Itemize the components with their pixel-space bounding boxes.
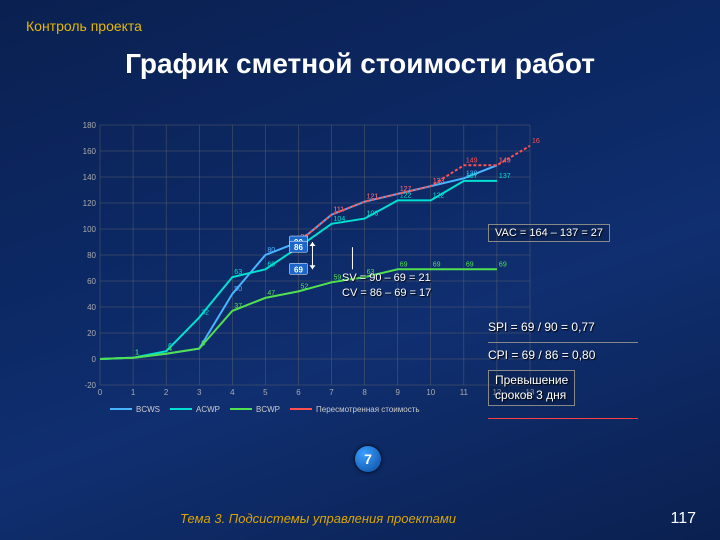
svg-text:1: 1 [135,350,139,357]
svg-text:63: 63 [234,269,242,276]
spi-text: SPI = 69 / 90 = 0,77 [488,320,595,334]
svg-text:11: 11 [460,388,469,397]
svg-text:104: 104 [334,216,346,223]
svg-text:-20: -20 [84,381,96,390]
svg-text:69: 69 [267,261,275,268]
svg-text:10: 10 [426,388,435,397]
footer-page: 117 [670,510,696,528]
svg-text:20: 20 [87,329,96,338]
svg-text:5: 5 [263,388,268,397]
svg-text:140: 140 [83,173,97,182]
svg-text:69: 69 [499,261,507,268]
svg-text:127: 127 [400,186,412,193]
svg-text:BCWP: BCWP [256,405,280,414]
svg-text:69: 69 [433,261,441,268]
step-badge: 7 [355,446,381,472]
slide: { "breadcrumb": "Контроль проекта", "tit… [0,0,720,540]
svg-text:86: 86 [294,243,303,252]
cpi-text: CPI = 69 / 86 = 0,80 [488,348,595,362]
svg-text:108: 108 [367,211,379,218]
svg-text:133: 133 [433,178,445,185]
svg-text:137: 137 [499,173,511,180]
svg-text:2: 2 [164,388,169,397]
svg-text:7: 7 [329,388,334,397]
svg-text:111: 111 [334,207,345,214]
svg-text:120: 120 [83,199,97,208]
svg-text:50: 50 [234,286,242,293]
svg-text:80: 80 [267,247,275,254]
svg-text:80: 80 [87,251,96,260]
svg-text:8: 8 [362,388,367,397]
svg-text:8: 8 [201,341,205,348]
svg-text:4: 4 [168,346,172,353]
svg-text:122: 122 [433,192,445,199]
breadcrumb: Контроль проекта [26,18,142,34]
vac-box: VAC = 164 – 137 = 27 [488,224,610,242]
svg-text:37: 37 [234,303,242,310]
svg-text:32: 32 [201,309,209,316]
rule-1 [488,342,638,343]
svg-text:59: 59 [334,274,342,281]
svg-text:6: 6 [296,388,301,397]
svg-text:3: 3 [197,388,202,397]
svg-text:69: 69 [466,261,474,268]
svg-text:BCWS: BCWS [136,405,160,414]
svg-text:1: 1 [131,388,136,397]
svg-text:180: 180 [83,121,97,130]
svg-text:160: 160 [83,147,97,156]
cv-text: CV = 86 – 69 = 17 [342,287,431,299]
footer-theme: Тема 3. Подсистемы управления проектами [180,511,456,526]
cost-chart: -200204060801001201401601800123456789101… [60,115,540,435]
rule-2 [488,418,638,419]
svg-text:Пересмотренная стоимость: Пересмотренная стоимость [316,405,420,414]
overrun-box: Превышение сроков 3 дня [488,370,575,406]
svg-text:149: 149 [466,157,478,164]
chart-svg: -200204060801001201401601800123456789101… [60,115,540,435]
sv-text: SV = 90 – 69 = 21 [342,272,431,284]
svg-text:149: 149 [499,157,511,164]
svg-text:121: 121 [367,194,379,201]
svg-text:164: 164 [532,138,540,145]
page-title: График сметной стоимости работ [0,48,720,80]
svg-text:0: 0 [98,388,103,397]
svg-text:69: 69 [294,265,303,274]
svg-text:100: 100 [83,225,97,234]
svg-text:47: 47 [267,290,275,297]
svg-text:60: 60 [87,277,96,286]
svg-text:4: 4 [230,388,235,397]
svg-text:ACWP: ACWP [196,405,220,414]
svg-text:9: 9 [395,388,400,397]
svg-text:137: 137 [466,173,478,180]
svg-text:0: 0 [92,355,97,364]
svg-text:52: 52 [300,283,308,290]
svg-text:40: 40 [87,303,96,312]
svg-text:69: 69 [400,261,408,268]
